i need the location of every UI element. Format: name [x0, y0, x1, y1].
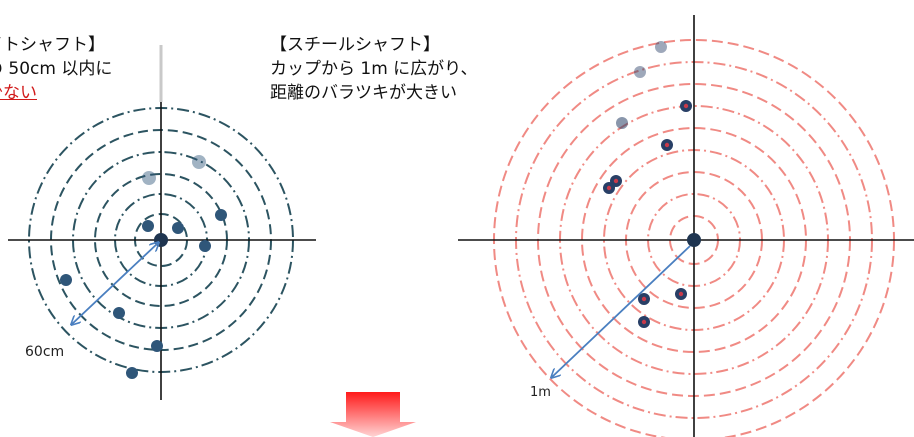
right-axes [458, 15, 914, 437]
right-scale-arrow [552, 245, 691, 377]
right-scale-label: 1m [530, 385, 551, 400]
shot-dot [192, 155, 206, 169]
shot-dot [142, 220, 154, 232]
left-caption-emphasis: 少ない [0, 83, 37, 103]
shot-dot [199, 240, 211, 252]
shot-dot [126, 367, 138, 379]
right-caption-body-2: 距離のバラツキが大きい [270, 83, 457, 103]
shot-dot [655, 41, 667, 53]
left-caption: イトシャフト】 の 50cm 以内に 少ない [0, 33, 112, 105]
left-caption-body: の 50cm 以内に [0, 59, 113, 79]
shot-dot [113, 307, 125, 319]
right-caption-body-1: カップから 1m に広がり、 [270, 59, 478, 79]
shot-dot-center [641, 296, 647, 302]
right-caption-title: 【スチールシャフト】 [270, 35, 440, 55]
right-shot-dots [603, 41, 701, 328]
shot-dot [142, 171, 156, 185]
down-arrow-icon [330, 392, 416, 437]
right-caption: 【スチールシャフト】 カップから 1m に広がり、 距離のバラツキが大きい [270, 33, 478, 105]
shot-dot [151, 340, 163, 352]
shot-dot [616, 117, 628, 129]
left-scale-label: 60cm [25, 344, 65, 360]
left-caption-title: イトシャフト】 [0, 35, 105, 55]
shot-dot-center [678, 291, 684, 297]
shot-dot [634, 66, 646, 78]
left-scale-arrow [72, 243, 158, 324]
shot-dot [60, 274, 72, 286]
shot-dot-center [641, 319, 647, 325]
shot-dot-center [613, 178, 619, 184]
cup-dot [687, 233, 701, 247]
shot-dot [172, 222, 184, 234]
shot-dot-center [683, 103, 689, 109]
shot-dot [215, 209, 227, 221]
shot-dot-center [664, 142, 670, 148]
shot-dot-center [606, 185, 612, 191]
